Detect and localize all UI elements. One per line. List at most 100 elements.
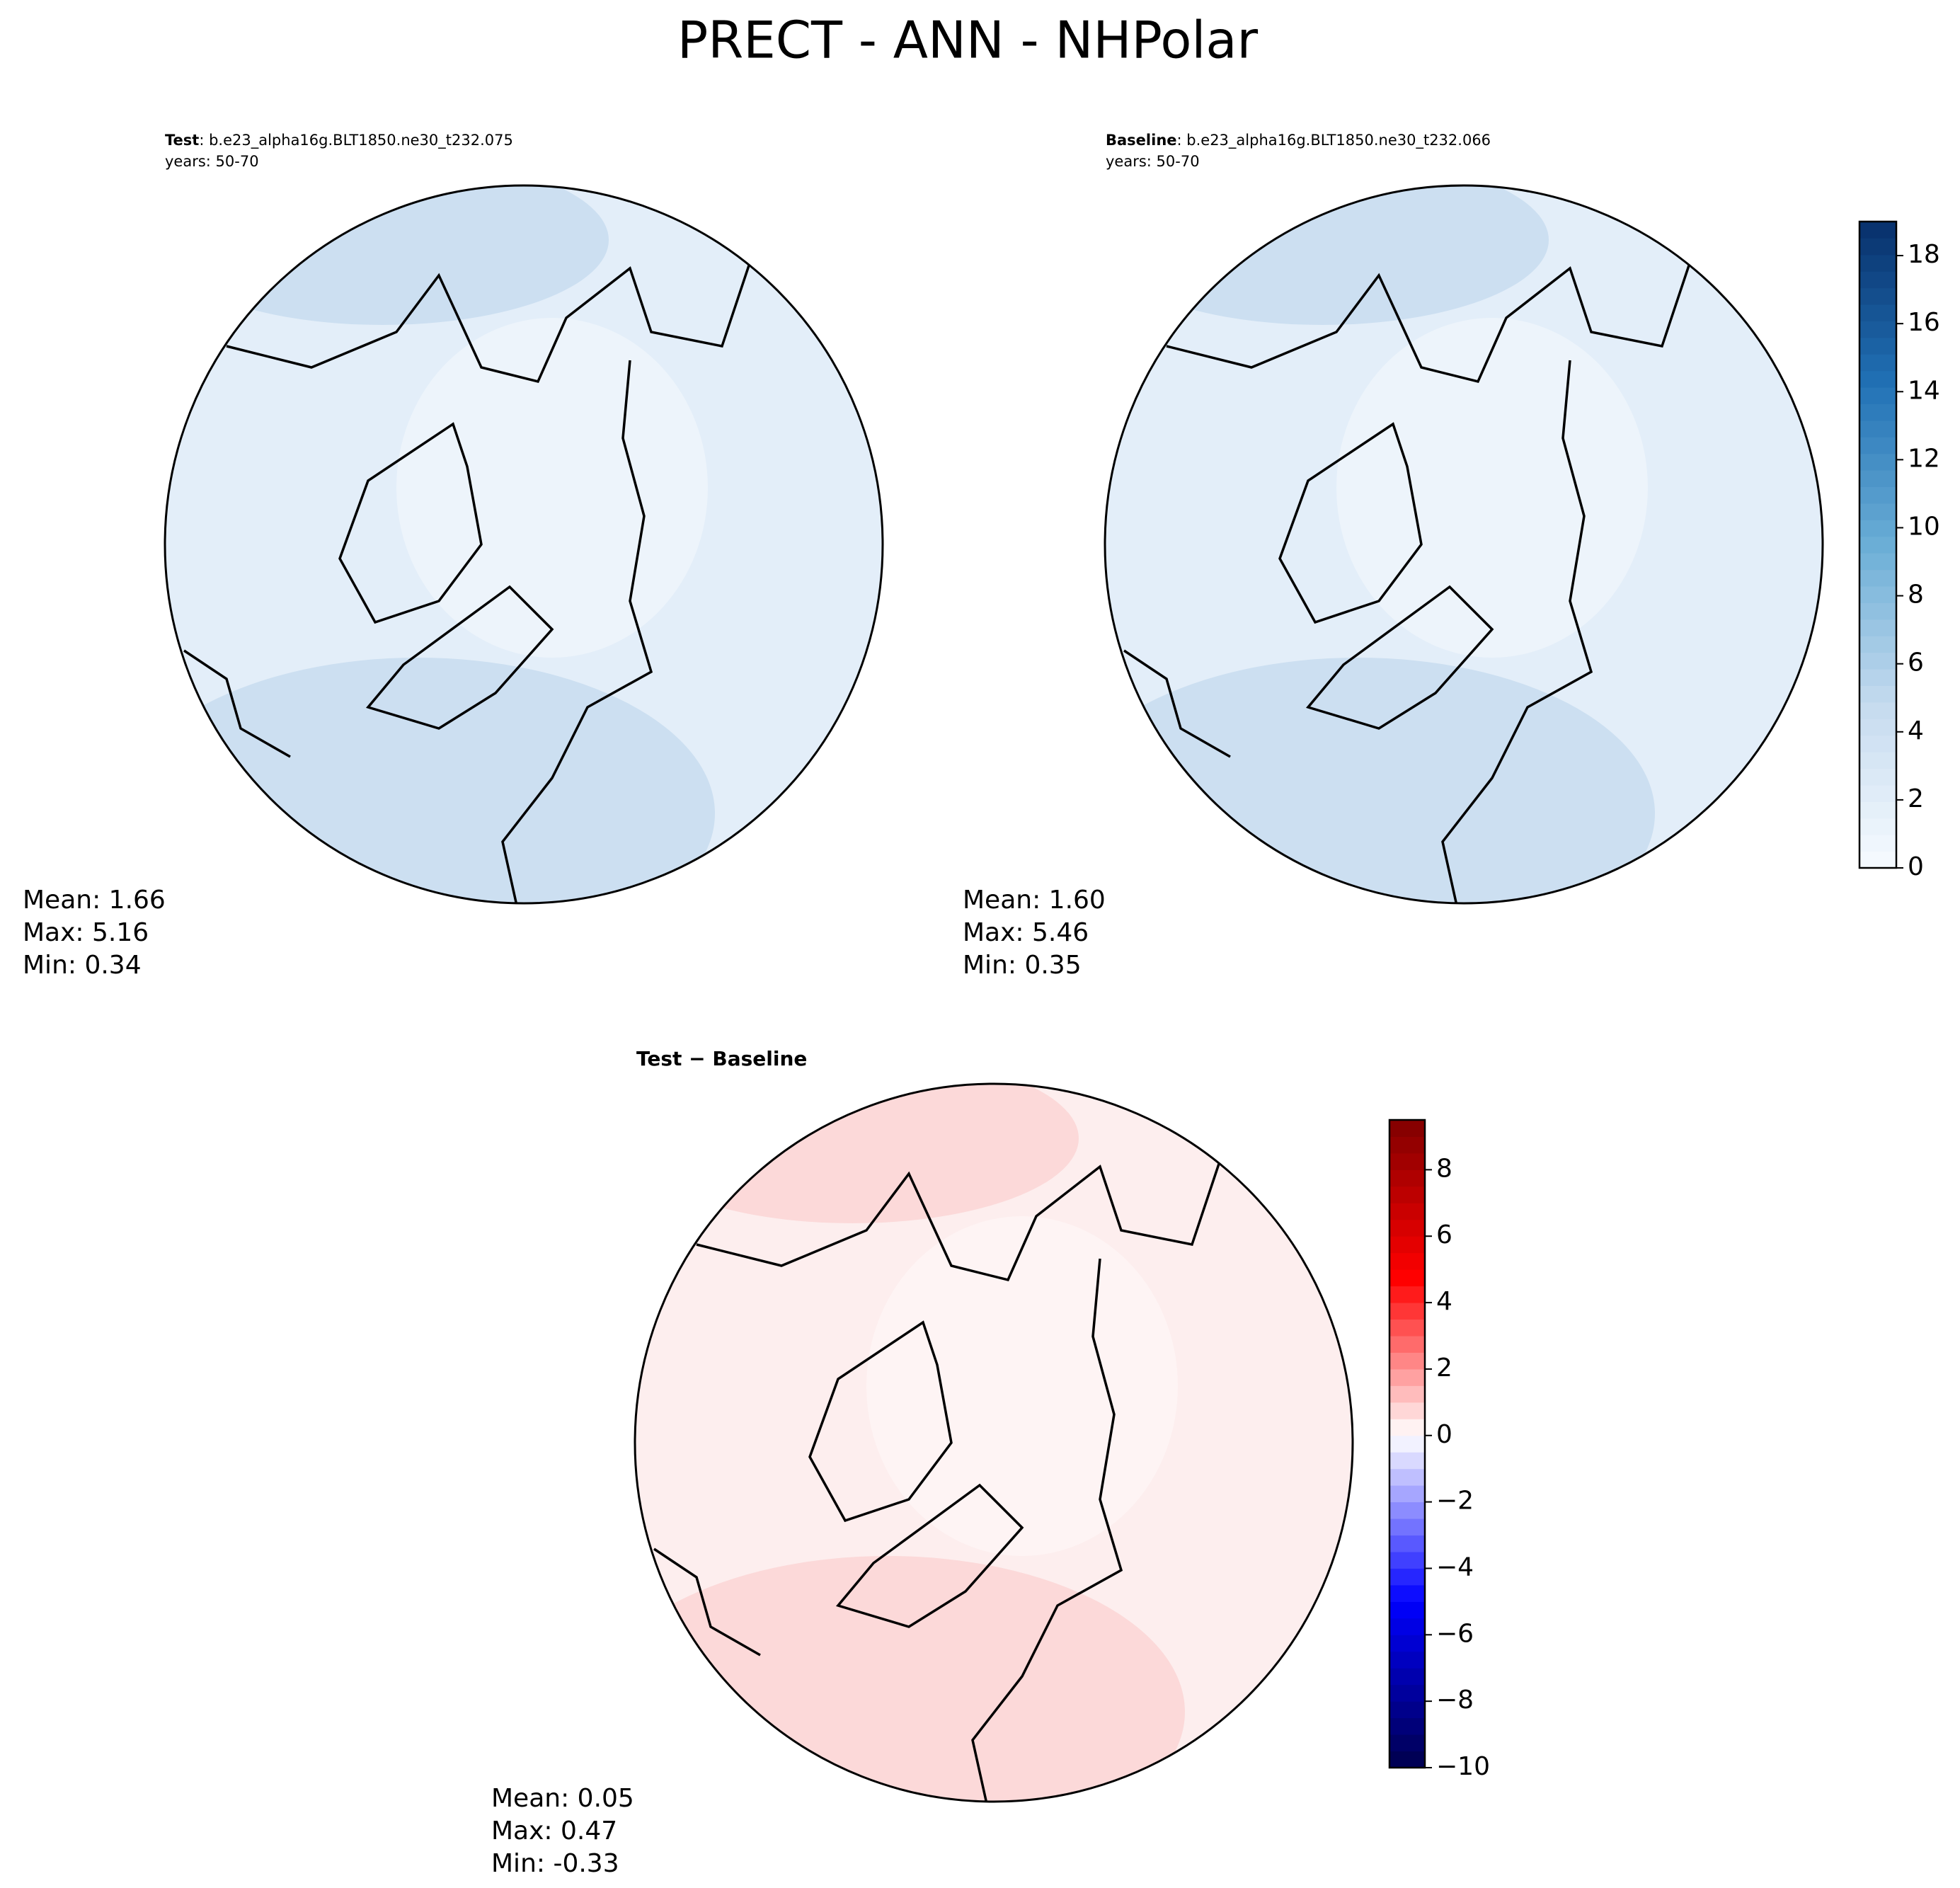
map — [635, 1084, 1353, 1802]
colorbar-band — [1389, 1303, 1425, 1320]
colorbar-band — [1859, 321, 1896, 338]
colorbar-band — [1389, 1269, 1425, 1287]
colorbar-band — [1389, 1252, 1425, 1270]
colorbar-band — [1859, 801, 1896, 819]
colorbar-band — [1389, 1368, 1425, 1386]
colorbar-tick-label: −6 — [1436, 1619, 1474, 1648]
map-shade — [1105, 185, 1549, 325]
colorbar-tick-label: −8 — [1436, 1686, 1474, 1715]
coastline — [971, 1258, 1123, 1802]
colorbar-band — [1389, 1651, 1425, 1669]
colorbar-band — [1389, 1552, 1425, 1569]
panel-case: : b.e23_alpha16g.BLT1850.ne30_t232.066 — [1177, 132, 1491, 149]
map-border — [164, 184, 884, 905]
coastline — [1305, 585, 1494, 730]
colorbar-band — [1859, 851, 1896, 869]
colorbar-band — [1859, 719, 1896, 736]
colorbar-band — [1859, 304, 1896, 321]
colorbar-band — [1389, 1601, 1425, 1619]
colorbar-band — [1389, 1152, 1425, 1170]
colorbar-tick-label: 2 — [1908, 784, 1924, 813]
map-shade — [1336, 318, 1648, 658]
panel-label: Test − Baseline — [636, 1047, 807, 1070]
colorbar-band — [1389, 1518, 1425, 1536]
colorbar-tick-label: 6 — [1436, 1220, 1452, 1249]
panel-name: Test — [165, 132, 199, 149]
colorbar-band — [1859, 453, 1896, 471]
colorbar-band — [1859, 387, 1896, 405]
colorbar-band — [1859, 254, 1896, 272]
colorbar-band — [1389, 1568, 1425, 1586]
colorbar-band — [1389, 1219, 1425, 1237]
colorbar-tick-label: −4 — [1436, 1552, 1474, 1581]
colorbar-band — [1859, 669, 1896, 686]
colorbar-band — [1859, 503, 1896, 520]
colorbar-frame — [1388, 1119, 1426, 1769]
panel-name: Baseline — [1106, 132, 1177, 149]
colorbar-band — [1859, 586, 1896, 603]
panel-years: years: 50-70 — [165, 153, 259, 170]
coastline — [835, 1483, 1024, 1628]
colorbar-band — [1859, 553, 1896, 571]
colorbar-tick-label: 12 — [1908, 444, 1940, 473]
colorbar-tick-label: 4 — [1908, 716, 1924, 745]
panel-label: Test: b.e23_alpha16g.BLT1850.ne30_t232.0… — [165, 132, 513, 149]
colorbar-band — [1389, 1336, 1425, 1353]
coastline — [501, 360, 653, 903]
map-shade — [635, 1084, 1079, 1223]
colorbar-band — [1389, 1734, 1425, 1752]
coastline — [1441, 360, 1593, 903]
colorbar-band — [1859, 768, 1896, 786]
colorbar-tick-label: −10 — [1436, 1752, 1490, 1781]
colorbar-band — [1859, 354, 1896, 372]
colorbar-band — [1859, 404, 1896, 421]
map-shade — [866, 1216, 1178, 1556]
colorbar-band — [1389, 1435, 1425, 1453]
colorbar-band — [1859, 652, 1896, 670]
stat-line: Min: -0.33 — [491, 1849, 619, 1878]
colorbar-band — [1859, 835, 1896, 852]
panel-label: Baseline: b.e23_alpha16g.BLT1850.ne30_t2… — [1106, 132, 1491, 149]
stat-line: Mean: 1.66 — [23, 886, 166, 915]
colorbar-band — [1389, 1319, 1425, 1337]
colorbar-band — [1859, 437, 1896, 454]
colorbar-band — [1859, 370, 1896, 388]
colorbar-band — [1389, 1136, 1425, 1154]
coastline — [365, 585, 554, 730]
colorbar-band — [1859, 486, 1896, 504]
colorbar-band — [1389, 1352, 1425, 1370]
colorbar-band — [1389, 1385, 1425, 1403]
map-shade — [165, 185, 609, 325]
colorbar-frame — [1858, 220, 1898, 869]
colorbar-band — [1859, 520, 1896, 537]
colorbar-band — [1389, 1668, 1425, 1686]
colorbar-band — [1859, 685, 1896, 703]
map-border — [634, 1082, 1354, 1803]
colorbar-tick-label: 2 — [1436, 1354, 1452, 1383]
stat-line: Max: 0.47 — [491, 1817, 617, 1846]
colorbar-band — [1859, 784, 1896, 802]
colorbar-band — [1389, 1452, 1425, 1470]
colorbar-band — [1859, 619, 1896, 636]
colorbar-band — [1859, 636, 1896, 653]
colorbar-tick-label: 10 — [1908, 512, 1940, 541]
stat-line: Min: 0.35 — [963, 951, 1082, 980]
colorbar-tick-label: 8 — [1908, 580, 1924, 610]
colorbar-tick-label: 8 — [1436, 1154, 1452, 1183]
colorbar-tick-label: 4 — [1436, 1287, 1452, 1316]
colorbar-tick-label: 16 — [1908, 308, 1940, 337]
colorbar-tick-label: 0 — [1436, 1420, 1452, 1449]
coastline — [696, 1157, 1299, 1282]
colorbar-band — [1389, 1169, 1425, 1187]
colorbar-band — [1389, 1402, 1425, 1419]
colorbar-band — [1389, 1203, 1425, 1220]
colorbar-band — [1389, 1701, 1425, 1719]
coastline — [226, 259, 829, 384]
coastline — [1123, 649, 1231, 758]
colorbar-band — [1859, 536, 1896, 554]
coastline — [808, 1320, 953, 1523]
colorbar-band — [1389, 1501, 1425, 1519]
coastline — [338, 422, 483, 624]
colorbar-band — [1389, 1236, 1425, 1254]
